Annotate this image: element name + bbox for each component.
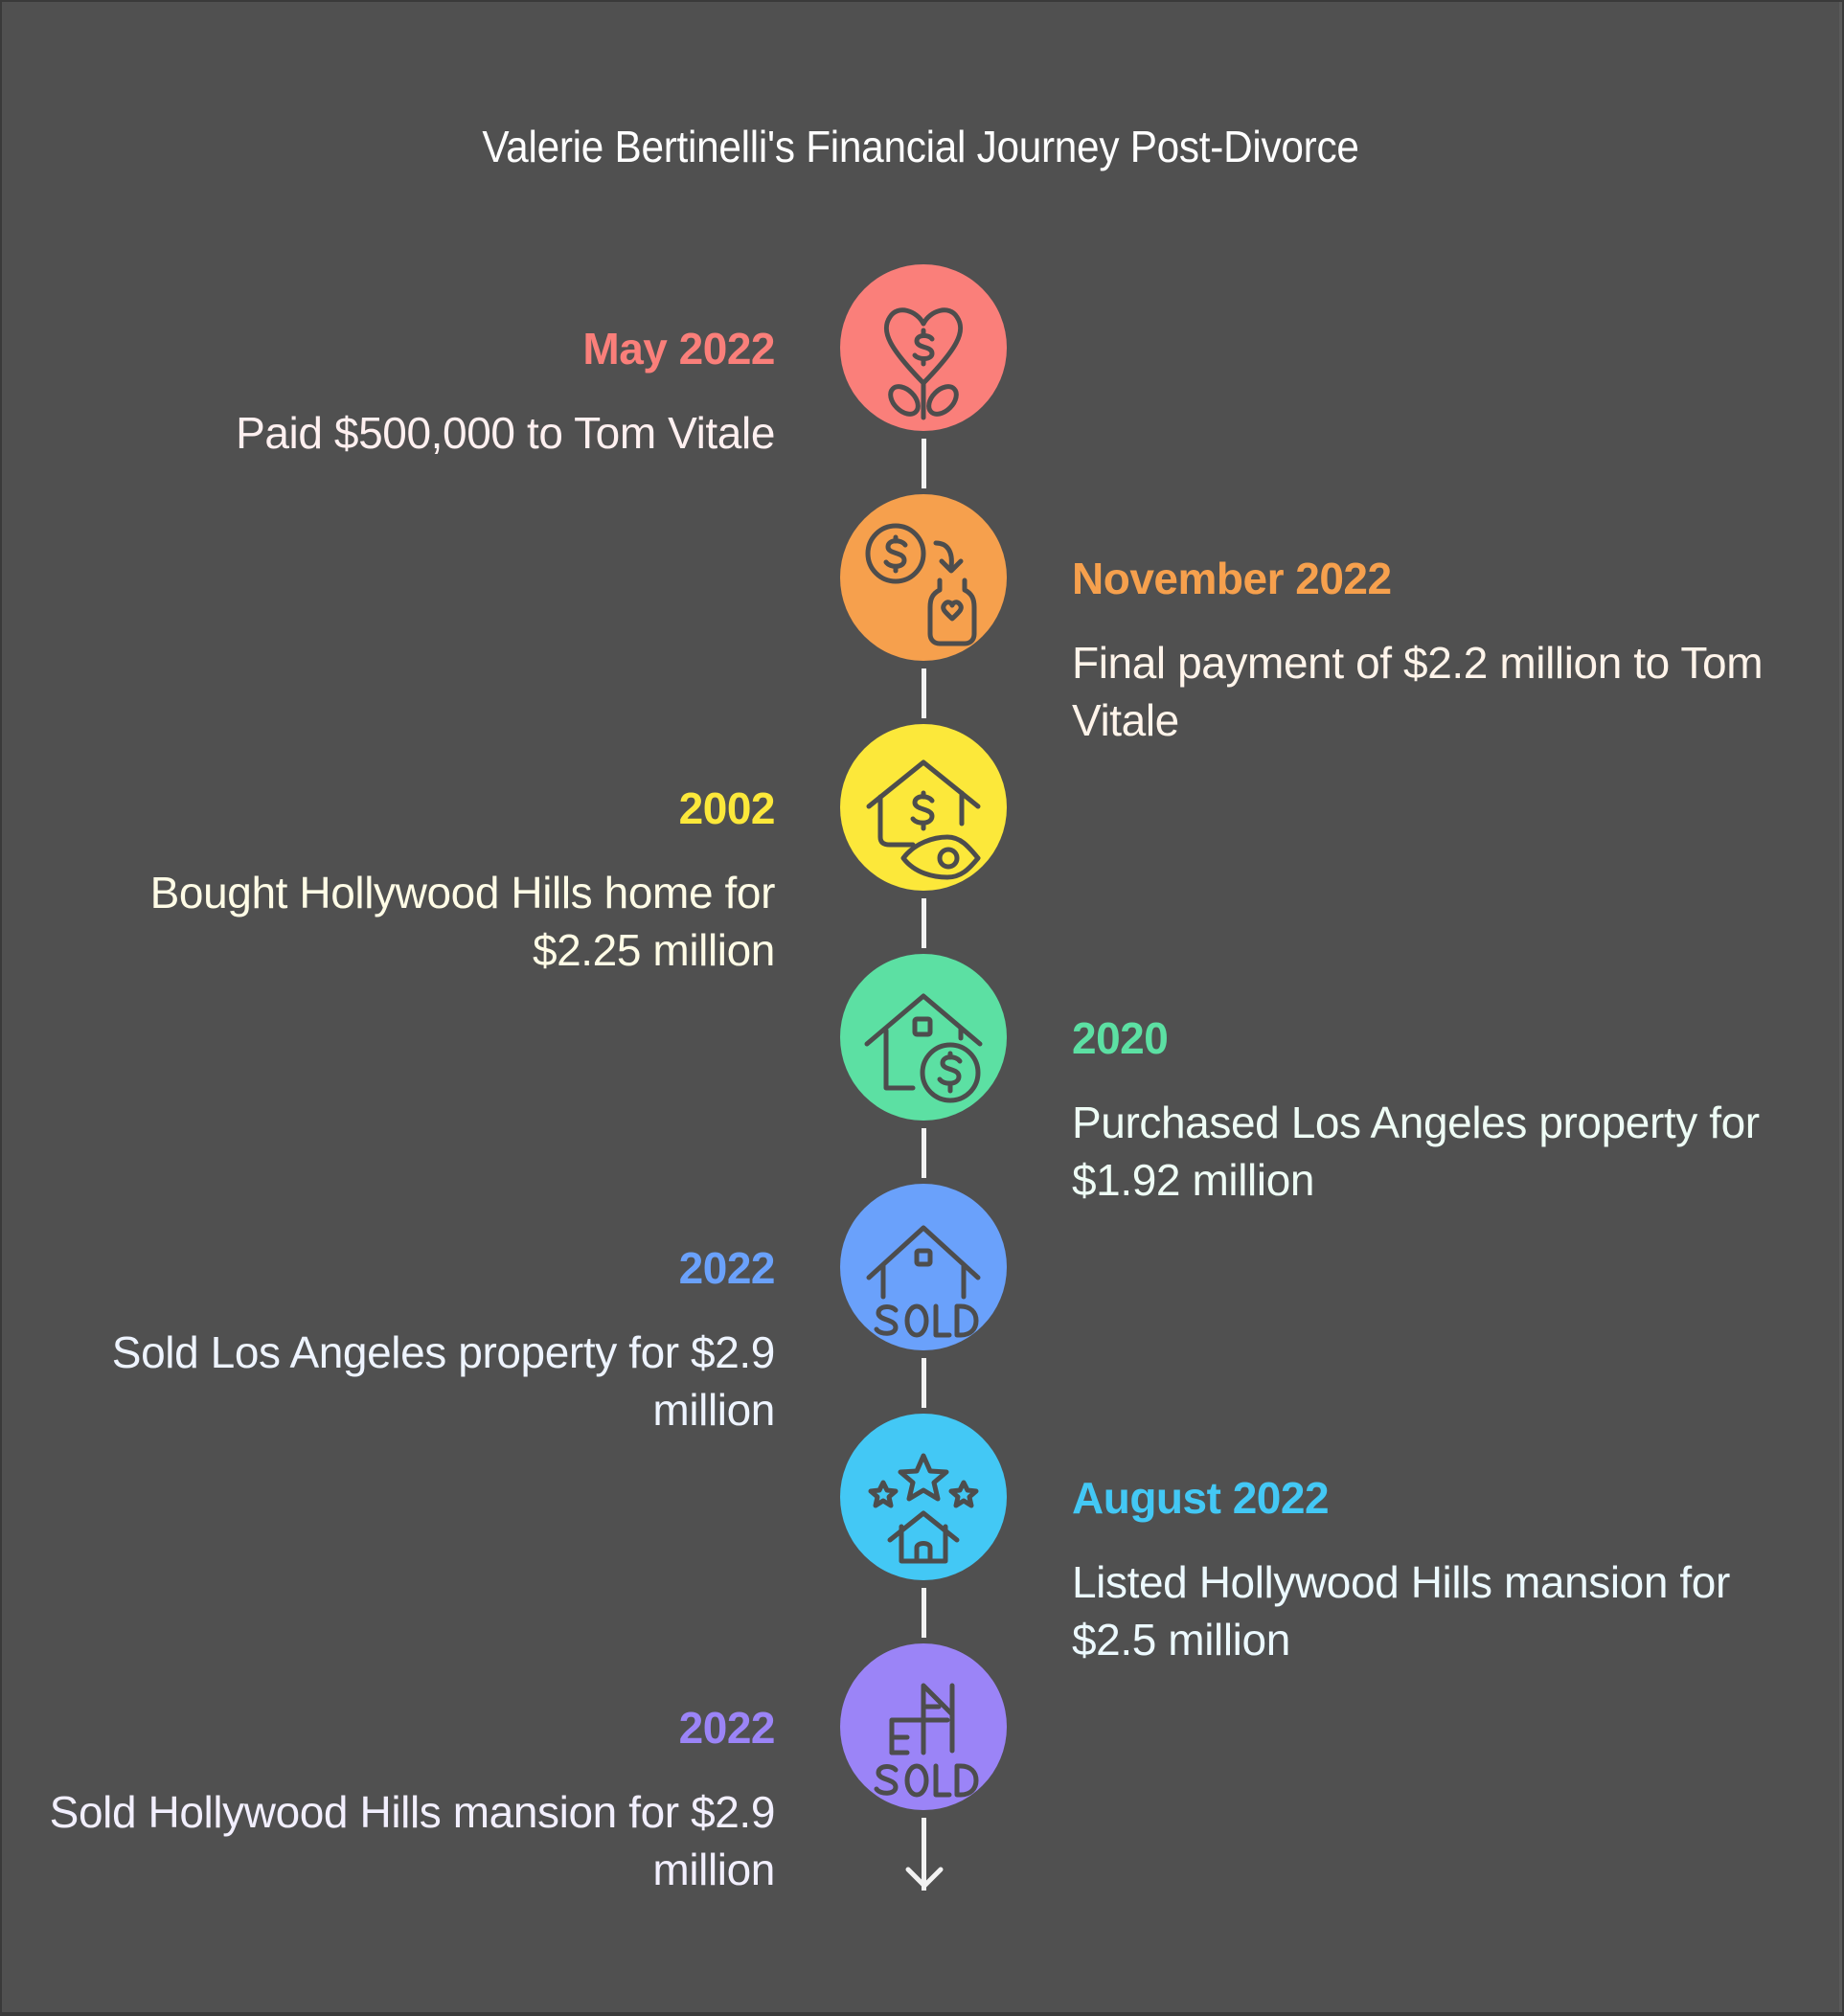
- timeline-entry-1: May 2022 Paid $500,000 to Tom Vitale: [47, 322, 775, 462]
- timeline-node-7: [840, 1643, 1007, 1810]
- event-description: Sold Hollywood Hills mansion for $2.9 mi…: [49, 1787, 776, 1894]
- arrow-down-icon: [905, 1867, 944, 1889]
- house-sold-icon: [866, 1225, 981, 1338]
- event-description: Final payment of $2.2 million to Tom Vit…: [1072, 638, 1764, 745]
- timeline-node-6: [840, 1414, 1007, 1580]
- timeline-node-5: [840, 1184, 1007, 1350]
- house-stars-icon: [868, 1453, 979, 1564]
- building-sold-icon: [874, 1683, 979, 1798]
- event-date: November 2022: [1072, 554, 1392, 603]
- timeline-connector: [922, 668, 926, 718]
- event-date: 2002: [678, 783, 776, 833]
- timeline-entry-2: November 2022 Final payment of $2.2 mill…: [1072, 552, 1800, 749]
- timeline-connector: [922, 1358, 926, 1408]
- timeline-connector: [922, 1818, 926, 1891]
- event-date: August 2022: [1072, 1473, 1330, 1523]
- timeline-node-2: [840, 494, 1007, 661]
- timeline-connector: [922, 898, 926, 948]
- timeline-node-3: [840, 724, 1007, 891]
- event-date: 2022: [678, 1703, 776, 1753]
- timeline-entry-3: 2002 Bought Hollywood Hills home for $2.…: [47, 781, 776, 979]
- house-coin-icon: [864, 993, 983, 1103]
- timeline-entry-5: 2022 Sold Los Angeles property for $2.9 …: [47, 1241, 776, 1438]
- event-description: Listed Hollywood Hills mansion for $2.5 …: [1072, 1557, 1730, 1665]
- event-date: 2020: [1072, 1013, 1169, 1063]
- page-title: Valerie Bertinelli's Financial Journey P…: [482, 122, 1359, 171]
- event-date: 2022: [678, 1243, 776, 1293]
- heart-dollar-plant-icon: [883, 307, 964, 420]
- timeline-entry-6: August 2022 Listed Hollywood Hills mansi…: [1072, 1471, 1800, 1668]
- dollar-to-jar-icon: [865, 523, 977, 646]
- timeline-connector: [922, 439, 926, 488]
- event-description: Purchased Los Angeles property for $1.92…: [1072, 1098, 1760, 1205]
- timeline-entry-4: 2020 Purchased Los Angeles property for …: [1072, 1011, 1800, 1209]
- event-date: May 2022: [582, 324, 775, 374]
- house-dollar-eye-icon: [866, 759, 981, 880]
- timeline-node-1: [840, 264, 1007, 431]
- event-description: Paid $500,000 to Tom Vitale: [236, 408, 775, 458]
- timeline-connector: [922, 1588, 926, 1638]
- timeline-node-4: [840, 954, 1007, 1121]
- event-description: Bought Hollywood Hills home for $2.25 mi…: [149, 868, 776, 975]
- timeline-entry-7: 2022 Sold Hollywood Hills mansion for $2…: [47, 1701, 776, 1898]
- timeline-connector: [922, 1128, 926, 1178]
- event-description: Sold Los Angeles property for $2.9 milli…: [111, 1327, 776, 1435]
